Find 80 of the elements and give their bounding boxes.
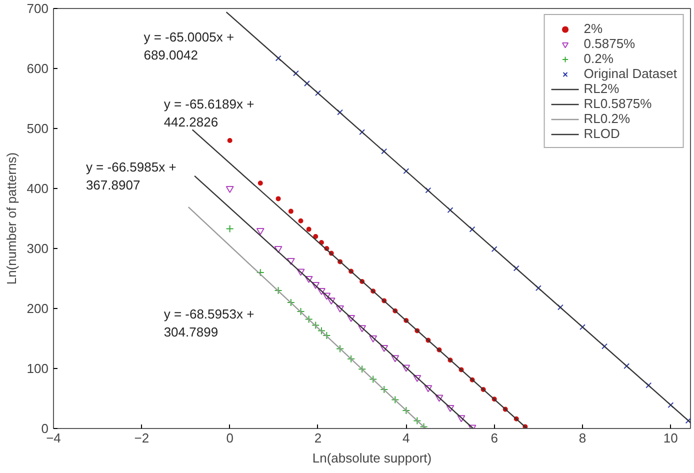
y-tick-label: 400 bbox=[26, 181, 49, 196]
point bbox=[327, 298, 336, 305]
point bbox=[358, 325, 366, 332]
point bbox=[322, 332, 331, 340]
point bbox=[337, 109, 344, 116]
point bbox=[258, 180, 263, 186]
point bbox=[347, 314, 356, 322]
point bbox=[306, 226, 312, 232]
point bbox=[312, 282, 320, 290]
point bbox=[347, 354, 356, 363]
annotation: y = -65.6189x + 442.2826 bbox=[164, 96, 254, 130]
point bbox=[312, 321, 320, 330]
point bbox=[425, 187, 432, 194]
point bbox=[226, 186, 234, 194]
point bbox=[380, 344, 388, 352]
legend-label: RL2% bbox=[584, 81, 620, 96]
point bbox=[296, 268, 305, 276]
point bbox=[227, 138, 232, 143]
point bbox=[535, 285, 542, 292]
y-tick-label: 500 bbox=[26, 121, 49, 136]
point bbox=[288, 208, 294, 214]
point bbox=[256, 228, 264, 236]
legend-label: RLOD bbox=[584, 126, 620, 141]
point bbox=[296, 308, 305, 316]
point bbox=[256, 268, 264, 276]
annotation: y = -66.5985x + 367.8907 bbox=[86, 160, 176, 193]
point bbox=[286, 298, 295, 306]
x-tick-label: 0 bbox=[226, 430, 234, 446]
point bbox=[457, 415, 466, 422]
point bbox=[369, 375, 378, 384]
point bbox=[317, 288, 326, 296]
point bbox=[313, 234, 318, 239]
point bbox=[391, 355, 400, 362]
point bbox=[336, 305, 344, 312]
legend-label: 0.2% bbox=[584, 51, 614, 66]
point bbox=[226, 224, 234, 233]
legend-label: Original Dataset bbox=[584, 66, 677, 81]
point bbox=[322, 292, 331, 300]
annotation: y = -68.5953x + 304.7899 bbox=[164, 306, 254, 340]
x-tick-label: −2 bbox=[134, 430, 150, 446]
point bbox=[381, 148, 388, 154]
x-tick-label: 2 bbox=[314, 430, 322, 446]
legend-label: 0.5875% bbox=[584, 36, 636, 51]
y-tick-label: 300 bbox=[26, 241, 49, 256]
point bbox=[317, 326, 326, 335]
point bbox=[286, 258, 295, 266]
point bbox=[274, 246, 282, 254]
x-tick-label: 10 bbox=[663, 430, 678, 446]
point bbox=[274, 286, 282, 294]
y-tick-label: 0 bbox=[41, 421, 49, 436]
x-axis-title: Ln(absolute support) bbox=[312, 450, 432, 466]
annotation: y = -65.0005x + 689.0042 bbox=[144, 30, 234, 62]
point bbox=[369, 335, 378, 342]
point bbox=[420, 422, 428, 428]
point bbox=[336, 344, 344, 353]
point bbox=[298, 218, 304, 224]
point bbox=[413, 374, 422, 382]
point bbox=[380, 386, 388, 394]
point bbox=[391, 396, 400, 404]
x-tick-label: 8 bbox=[578, 430, 586, 446]
y-tick-label: 700 bbox=[26, 1, 49, 16]
point bbox=[304, 315, 313, 324]
legend-label: 2% bbox=[584, 21, 604, 36]
x-tick-label: 4 bbox=[402, 430, 410, 446]
y-axis-title: Ln(number of patterns) bbox=[4, 152, 19, 285]
point bbox=[413, 416, 422, 425]
point bbox=[424, 385, 432, 392]
x-tick-label: 6 bbox=[490, 430, 498, 446]
point bbox=[402, 364, 410, 372]
y-tick-label: 200 bbox=[26, 301, 49, 316]
point bbox=[276, 196, 281, 202]
point bbox=[402, 406, 410, 414]
legend-label: RL0.2% bbox=[584, 111, 630, 126]
point bbox=[304, 276, 313, 284]
y-tick-label: 600 bbox=[26, 61, 49, 76]
y-tick-label: 100 bbox=[26, 361, 49, 376]
point bbox=[358, 365, 366, 374]
legend-label: RL0.5875% bbox=[584, 96, 652, 111]
point bbox=[435, 394, 444, 402]
point bbox=[446, 404, 454, 412]
